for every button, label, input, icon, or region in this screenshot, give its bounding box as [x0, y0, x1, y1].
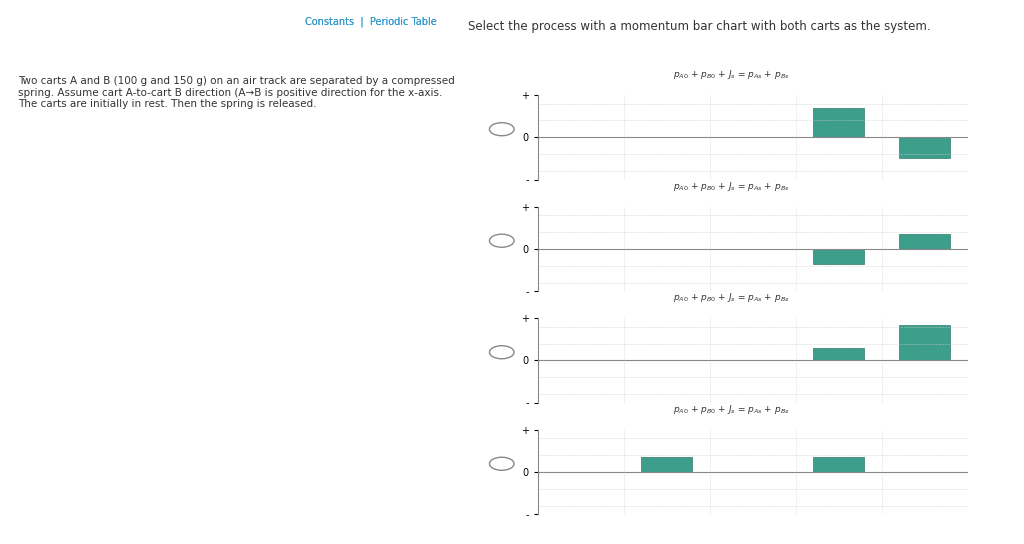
Text: $p_{A0}$ + $p_{B0}$ + $J_s$ = $p_{As}$ + $p_{Bs}$: $p_{A0}$ + $p_{B0}$ + $J_s$ = $p_{As}$ +… — [673, 403, 790, 416]
Bar — [641, 457, 692, 472]
Text: Two carts A and B (100 g and 150 g) on an air track are separated by a compresse: Two carts A and B (100 g and 150 g) on a… — [18, 76, 455, 109]
Text: $p_{A0}$ + $p_{B0}$ + $J_s$ = $p_{As}$ + $p_{Bs}$: $p_{A0}$ + $p_{B0}$ + $J_s$ = $p_{As}$ +… — [673, 69, 790, 81]
Bar — [813, 108, 864, 138]
Text: $p_{A0}$ + $p_{B0}$ + $J_s$ = $p_{As}$ + $p_{Bs}$: $p_{A0}$ + $p_{B0}$ + $J_s$ = $p_{As}$ +… — [673, 292, 790, 304]
Text: Constants  |  Periodic Table: Constants | Periodic Table — [305, 16, 437, 27]
Bar — [813, 249, 864, 264]
Bar — [813, 457, 864, 472]
Bar — [899, 234, 950, 249]
Bar — [899, 138, 950, 158]
Text: Select the process with a momentum bar chart with both carts as the system.: Select the process with a momentum bar c… — [468, 20, 931, 33]
Bar — [899, 325, 950, 360]
Text: $p_{A0}$ + $p_{B0}$ + $J_s$ = $p_{As}$ + $p_{Bs}$: $p_{A0}$ + $p_{B0}$ + $J_s$ = $p_{As}$ +… — [673, 180, 790, 193]
Bar — [813, 348, 864, 360]
Text: Constants  |  Periodic Table: Constants | Periodic Table — [305, 16, 437, 27]
